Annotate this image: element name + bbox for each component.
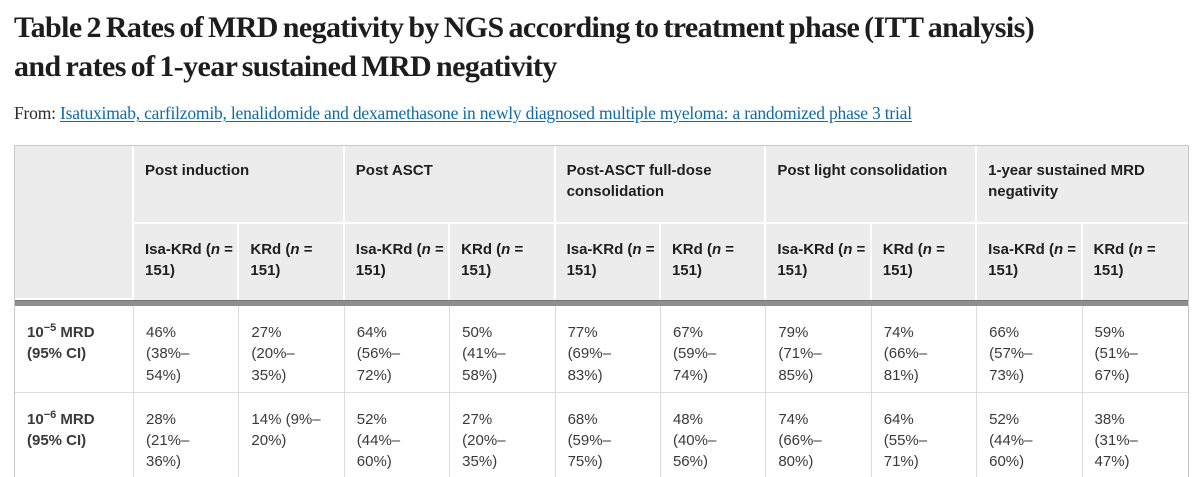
group-header-post-asct-full-dose-consolidation: Post-ASCT full-dose consolidation xyxy=(555,146,767,224)
table-cell: 77% (69%–83%) xyxy=(555,306,661,393)
subheader-isa-krd-3: Isa-KRd (n = 151) xyxy=(555,224,661,300)
page-title: Table 2 Rates of MRD negativity by NGS a… xyxy=(14,8,1189,86)
table-cell: 74% (66%–81%) xyxy=(871,306,978,393)
table-cell: 79% (71%–85%) xyxy=(766,306,872,393)
subheader-krd-3: KRd (n = 151) xyxy=(660,224,767,300)
group-header-post-light-consolidation: Post light consolidation xyxy=(766,146,978,224)
table-cell: 27% (20%–35%) xyxy=(239,306,345,393)
subheader-isa-krd-4: Isa-KRd (n = 151) xyxy=(766,224,872,300)
table-cell: 64% (56%–72%) xyxy=(344,306,451,393)
corner-cell xyxy=(15,146,134,300)
table-cell: 14% (9%–20%) xyxy=(239,392,345,477)
source-line: From: Isatuximab, carfilzomib, lenalidom… xyxy=(14,103,1189,124)
from-label: From: xyxy=(14,103,56,123)
subheader-krd-5: KRd (n = 151) xyxy=(1082,224,1188,300)
table-cell: 66% (57%–73%) xyxy=(977,306,1083,393)
row-header-mrd-1e-6: 10−6 MRD (95% CI) xyxy=(15,392,134,477)
table-cell: 74% (66%–80%) xyxy=(766,392,872,477)
header-body-divider xyxy=(15,300,1188,306)
source-article-link[interactable]: Isatuximab, carfilzomib, lenalidomide an… xyxy=(59,103,912,123)
table-row-mrd-1e-6: 10−6 MRD (95% CI) 28% (21%–36%) 14% (9%–… xyxy=(15,392,1188,477)
table-cell: 59% (51%–67%) xyxy=(1082,306,1188,393)
mrd-table: Post induction Post ASCT Post-ASCT full-… xyxy=(14,145,1189,477)
table-row-mrd-1e-5: 10−5 MRD (95% CI) 46% (38%–54%) 27% (20%… xyxy=(15,306,1188,393)
table-cell: 68% (59%–75%) xyxy=(555,392,661,477)
table-cell: 67% (59%–74%) xyxy=(660,306,767,393)
table-cell: 52% (44%–60%) xyxy=(344,392,451,477)
table-cell: 64% (55%–71%) xyxy=(871,392,978,477)
table-cell: 48% (40%–56%) xyxy=(660,392,767,477)
table-cell: 52% (44%–60%) xyxy=(977,392,1083,477)
table-cell: 28% (21%–36%) xyxy=(134,392,240,477)
subheader-isa-krd-5: Isa-KRd (n = 151) xyxy=(977,224,1083,300)
table-cell: 46% (38%–54%) xyxy=(134,306,240,393)
group-header-row: Post induction Post ASCT Post-ASCT full-… xyxy=(15,146,1188,300)
subheader-krd-1: KRd (n = 151) xyxy=(239,224,345,300)
row-header-mrd-1e-5: 10−5 MRD (95% CI) xyxy=(15,306,134,393)
group-header-post-asct: Post ASCT xyxy=(344,146,556,224)
page-title-line-2: and rates of 1-year sustained MRD negati… xyxy=(14,50,557,83)
group-header-post-induction: Post induction xyxy=(134,146,345,224)
subheader-krd-2: KRd (n = 151) xyxy=(450,224,556,300)
table-cell: 50% (41%–58%) xyxy=(450,306,556,393)
subheader-isa-krd-2: Isa-KRd (n = 151) xyxy=(344,224,451,300)
subheader-isa-krd-1: Isa-KRd (n = 151) xyxy=(134,224,240,300)
page-title-line-1: Table 2 Rates of MRD negativity by NGS a… xyxy=(14,11,1035,44)
table-cell: 38% (31%–47%) xyxy=(1082,392,1188,477)
sub-header-row: Isa-KRd (n = 151) KRd (n = 151) Isa-KRd … xyxy=(15,224,1188,300)
subheader-krd-4: KRd (n = 151) xyxy=(871,224,978,300)
table-cell: 27% (20%–35%) xyxy=(450,392,556,477)
group-header-1-year-sustained-mrd-negativity: 1-year sustained MRD negativity xyxy=(977,146,1188,224)
